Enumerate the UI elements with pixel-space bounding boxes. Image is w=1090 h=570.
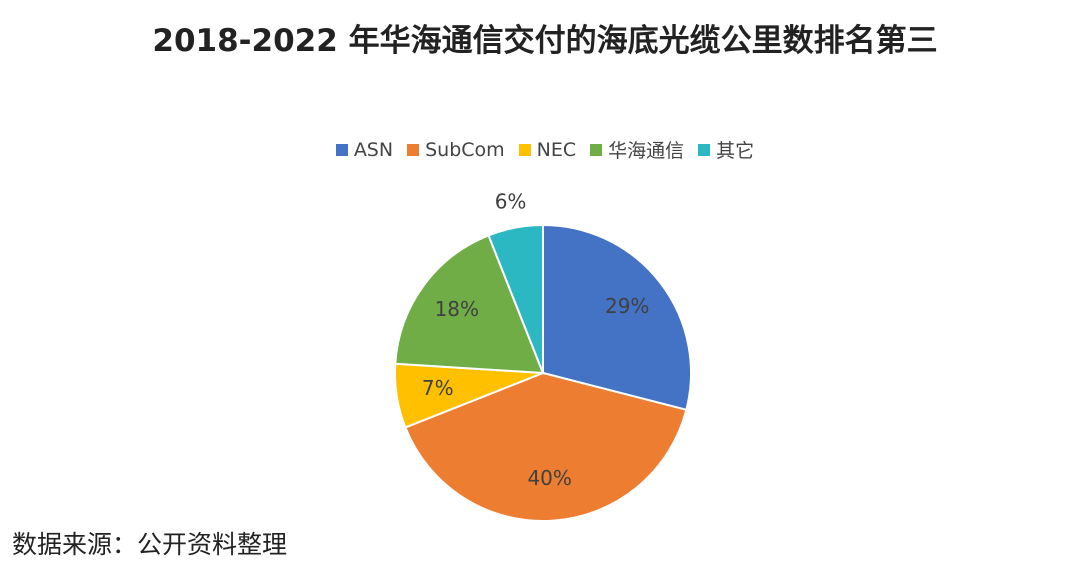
legend-item: 华海通信 [590, 136, 684, 163]
chart-title: 2018-2022 年华海通信交付的海底光缆公里数排名第三 [152, 23, 938, 59]
data-label: 7% [422, 376, 454, 400]
legend-swatch [407, 143, 420, 156]
legend-label: ASN [353, 138, 394, 161]
data-label: 6% [495, 190, 527, 214]
legend-label: 其它 [716, 140, 755, 162]
legend-swatch [698, 143, 711, 156]
legend-item: NEC [518, 136, 577, 163]
pie-slice [487, 223, 544, 374]
source-note: 数据来源：公开资料整理 [12, 530, 288, 559]
legend-label: NEC [536, 138, 577, 161]
legend-item: 其它 [698, 136, 754, 163]
legend-item: SubCom [407, 136, 505, 163]
pie-slice [404, 371, 688, 522]
legend-swatch [590, 143, 603, 156]
legend-swatch [518, 143, 531, 156]
data-label: 40% [527, 466, 571, 490]
pie-slice [394, 234, 545, 375]
legend-swatch [335, 143, 348, 156]
legend-item: ASN [335, 136, 394, 163]
data-label: 18% [435, 297, 479, 321]
data-label: 29% [605, 294, 649, 318]
legend-label: 华海通信 [608, 140, 685, 162]
legend: ASN SubCom NEC 华海通信 其它 [0, 136, 1090, 163]
legend-label: SubCom [425, 138, 505, 161]
pie-slice [542, 223, 692, 412]
